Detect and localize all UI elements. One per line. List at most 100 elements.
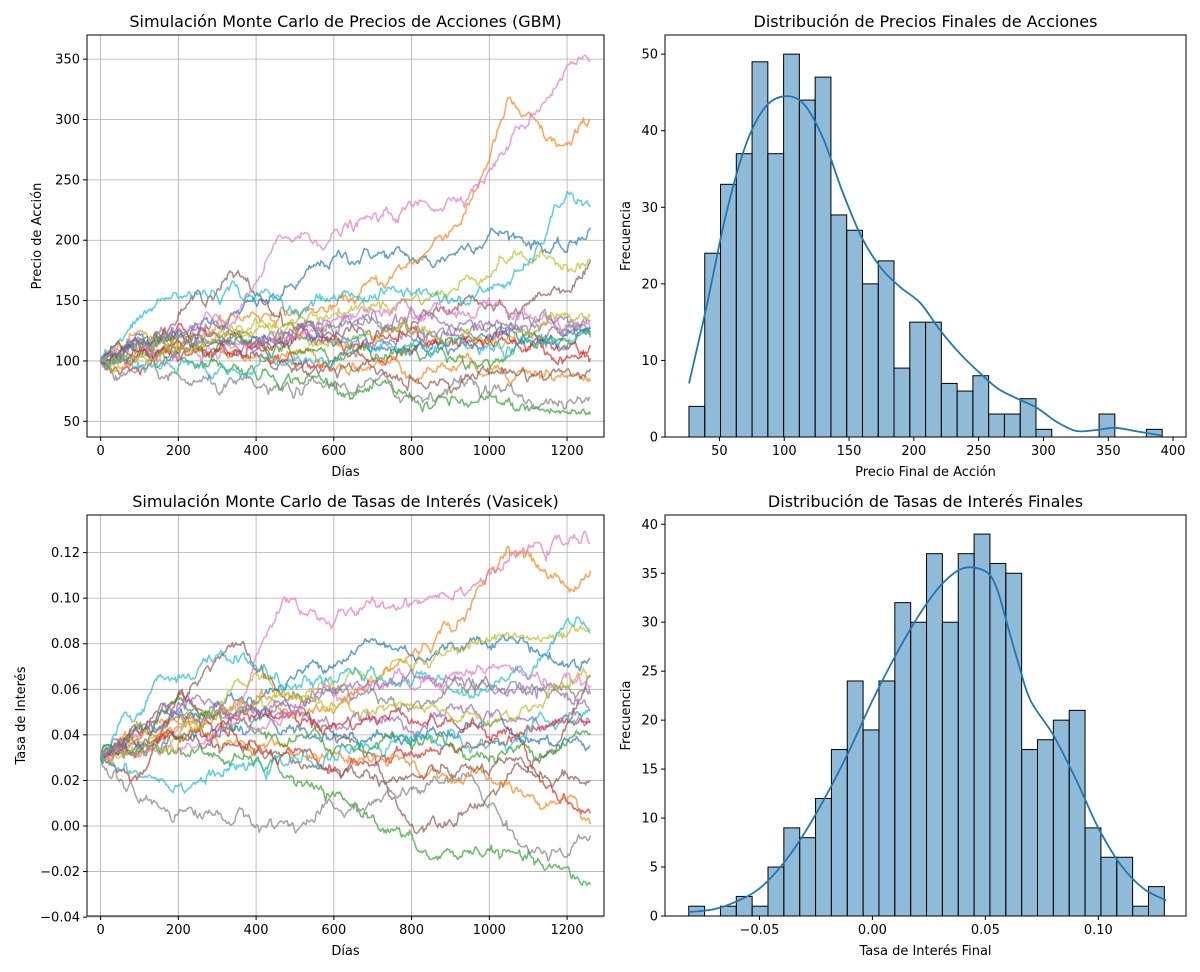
y-tick-label: 35	[641, 567, 658, 582]
chart-title: Simulación Monte Carlo de Precios de Acc…	[129, 12, 561, 31]
y-tick-label: 0	[650, 431, 658, 446]
y-tick-label: 10	[641, 354, 658, 369]
histogram-bar	[877, 260, 895, 437]
series-line-6	[100, 260, 592, 371]
histogram-bar	[799, 837, 817, 916]
histogram-bar	[957, 553, 975, 916]
histogram-bar	[830, 749, 848, 916]
x-tick-label: 0.00	[858, 923, 887, 938]
histogram-bar	[767, 153, 785, 437]
chart-3: Simulación Monte Carlo de Tasas de Inter…	[14, 492, 605, 959]
series-line-9	[99, 624, 591, 758]
y-tick-label: 5	[650, 861, 658, 876]
histogram-bar	[988, 413, 1005, 437]
histogram-bar	[878, 680, 896, 916]
histogram-bar	[861, 283, 879, 437]
series-line-15	[100, 667, 591, 759]
histogram-bar	[1147, 886, 1165, 916]
y-tick-label: −0.02	[40, 865, 80, 880]
plot-area	[688, 533, 1167, 916]
x-axis-label: Días	[331, 465, 360, 480]
histogram-bar	[926, 553, 943, 916]
y-axis-label: Precio de Acción	[30, 183, 45, 290]
x-tick-label: 400	[244, 444, 269, 459]
x-tick-label: 1200	[551, 923, 584, 938]
y-tick-label: 350	[55, 53, 80, 68]
y-tick-label: 0.12	[51, 546, 80, 561]
histogram-bar	[910, 621, 928, 916]
histogram-bar	[783, 53, 800, 437]
series-line-1	[99, 634, 591, 758]
y-tick-label: 15	[641, 763, 658, 778]
histogram-bar	[798, 99, 816, 437]
histogram-bar	[1116, 856, 1134, 916]
histogram-bar	[1003, 413, 1021, 437]
y-tick-label: 50	[641, 48, 658, 63]
y-tick-label: 300	[55, 113, 80, 128]
histogram-bar	[1084, 827, 1102, 916]
x-axis-label: Días	[331, 944, 360, 959]
y-tick-label: 20	[641, 714, 658, 729]
x-tick-label: 200	[166, 923, 191, 938]
histogram-bar	[1037, 739, 1054, 916]
series-line-2	[99, 96, 591, 362]
axes-frame	[86, 514, 605, 917]
histogram-bar	[940, 382, 958, 437]
histogram-bar	[767, 866, 785, 916]
y-tick-label: 30	[641, 616, 658, 631]
histogram-bar	[783, 827, 801, 916]
chart-title: Distribución de Tasas de Interés Finales	[768, 492, 1083, 511]
histogram-bar	[893, 367, 911, 437]
chart-title: Distribución de Precios Finales de Accio…	[754, 12, 1098, 31]
x-tick-label: 400	[1161, 444, 1186, 459]
x-tick-label: 1200	[551, 444, 584, 459]
x-tick-label: 150	[837, 444, 862, 459]
histogram-bar	[751, 905, 769, 916]
x-tick-label: 800	[399, 923, 424, 938]
y-tick-label: 50	[63, 415, 80, 430]
y-tick-label: 40	[641, 518, 658, 533]
histogram-bar	[1021, 749, 1039, 916]
axes-frame	[664, 34, 1187, 438]
y-tick-label: 0.00	[51, 820, 80, 835]
y-tick-label: 200	[55, 234, 80, 249]
histogram-bar	[925, 321, 942, 437]
x-tick-label: 600	[321, 444, 346, 459]
series-line-2	[100, 545, 592, 762]
x-tick-label: 400	[244, 923, 269, 938]
histogram-bar	[814, 76, 832, 437]
chart-1: Simulación Monte Carlo de Precios de Acc…	[30, 12, 605, 480]
x-axis-label: Tasa de Interés Final	[858, 944, 991, 959]
y-tick-label: 150	[55, 294, 80, 309]
histogram-bar	[830, 214, 848, 437]
x-axis-label: Precio Final de Acción	[855, 465, 996, 480]
histogram-bar	[1098, 413, 1116, 437]
histogram-bar	[846, 680, 864, 916]
y-tick-label: 0.10	[51, 592, 80, 607]
series-line-20	[99, 709, 591, 794]
x-tick-label: 200	[166, 444, 191, 459]
x-tick-label: 300	[1031, 444, 1056, 459]
y-tick-label: 0	[650, 910, 658, 925]
y-tick-label: 20	[641, 277, 658, 292]
histogram-bar	[735, 153, 753, 437]
kde-curve	[688, 95, 1162, 437]
x-tick-label: 0	[96, 444, 104, 459]
histogram-bar	[815, 797, 832, 916]
kde-curve	[688, 566, 1167, 913]
series-line-8	[99, 757, 592, 863]
series-line-10	[100, 190, 592, 363]
chart-title: Simulación Monte Carlo de Tasas de Inter…	[132, 492, 558, 511]
y-tick-label: 0.06	[51, 683, 80, 698]
y-tick-label: 250	[55, 173, 80, 188]
plot-area	[99, 54, 592, 416]
histogram-bar	[1068, 709, 1086, 916]
chart-2: Distribución de Precios Finales de Accio…	[619, 12, 1187, 480]
x-tick-label: 200	[901, 444, 926, 459]
histogram-bar	[688, 405, 706, 437]
series-line-20	[99, 327, 591, 380]
x-tick-label: 1000	[473, 923, 506, 938]
axes-frame	[86, 34, 605, 438]
histogram-bar	[751, 61, 769, 437]
